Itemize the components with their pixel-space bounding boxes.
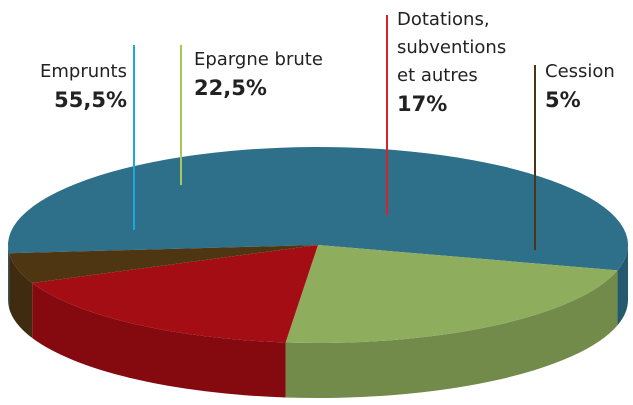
value-label: 17% [397, 92, 448, 116]
value-label: 22,5% [194, 76, 267, 100]
slice-side [9, 253, 33, 338]
slice [9, 245, 318, 283]
slice-side [8, 245, 10, 309]
slice-side [617, 245, 628, 326]
value-label: 55,5% [54, 88, 127, 112]
slice [285, 245, 618, 343]
label: Dotations, subventions et autres 17% [397, 6, 517, 118]
label: Epargne brute 22,5% [194, 46, 323, 102]
category-label: Dotations, subventions et autres [397, 9, 507, 86]
category-label: Epargne brute [194, 49, 323, 70]
category-label: Emprunts [40, 61, 127, 82]
slice-side [285, 270, 618, 398]
value-label: 5% [545, 88, 581, 112]
slice [8, 147, 629, 271]
slice-side [32, 282, 286, 398]
label: Emprunts 55,5% [40, 58, 127, 114]
slice [32, 245, 319, 343]
category-label: Cession [545, 61, 615, 82]
label: Cession 5% [545, 58, 615, 114]
